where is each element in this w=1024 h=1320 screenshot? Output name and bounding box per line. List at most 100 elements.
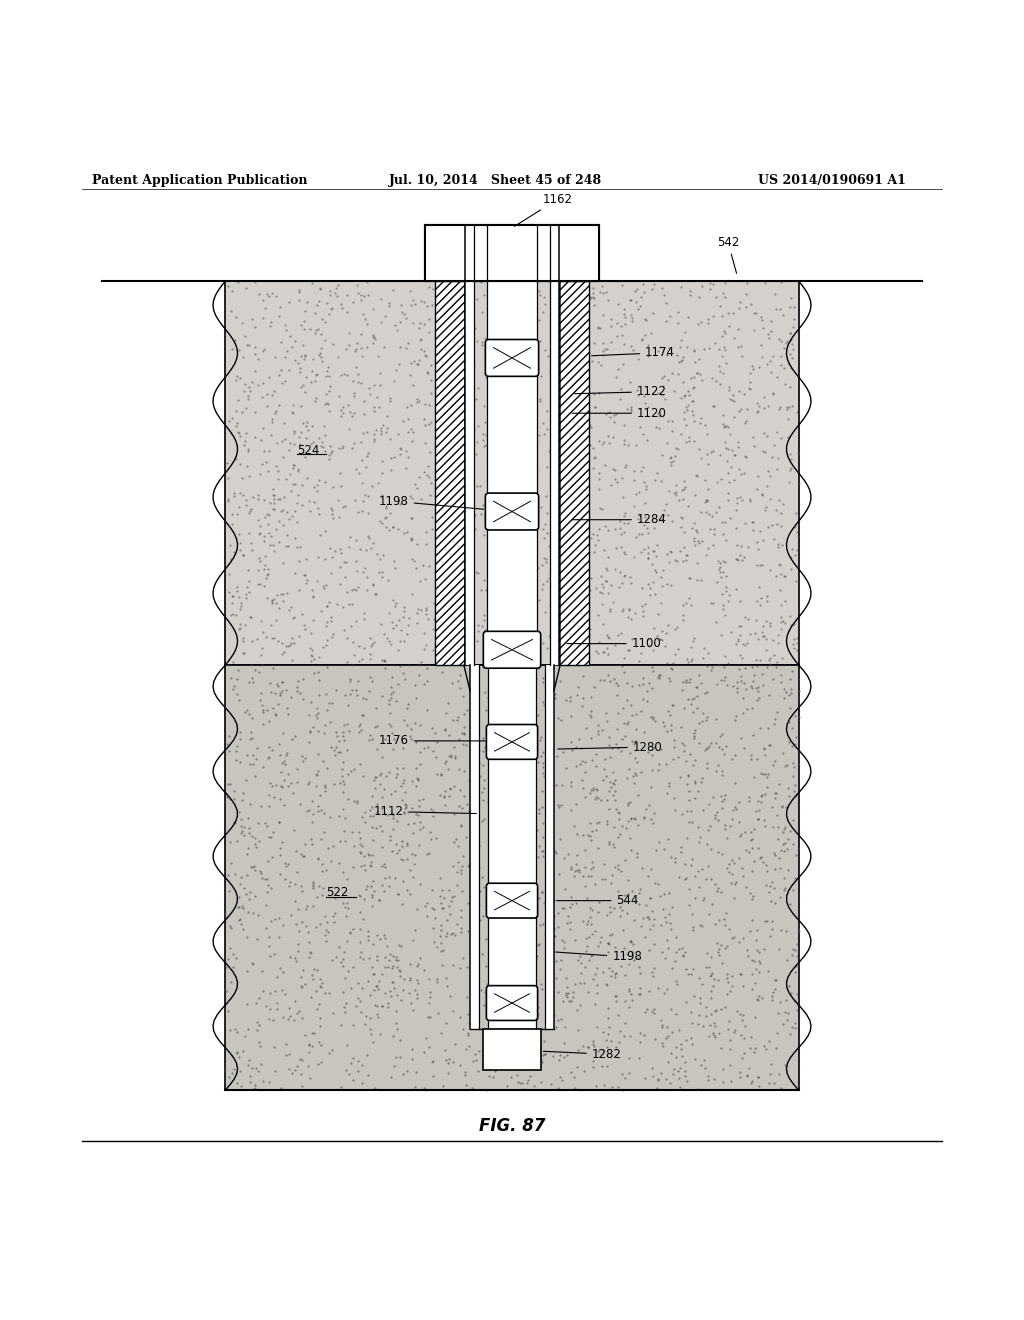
Point [577, 785, 593, 807]
Point [598, 570, 614, 591]
Point [698, 706, 715, 727]
Point [328, 737, 344, 758]
Point [572, 434, 589, 455]
Point [453, 523, 469, 544]
Point [514, 436, 530, 457]
Point [531, 280, 548, 301]
Point [534, 554, 550, 576]
Point [644, 279, 660, 300]
Point [422, 822, 438, 843]
Point [665, 1063, 681, 1084]
Point [628, 527, 644, 548]
Point [781, 1023, 798, 1044]
Point [645, 915, 662, 936]
Point [598, 560, 614, 581]
Point [689, 685, 706, 706]
Point [281, 508, 297, 529]
Point [722, 1030, 738, 1051]
Point [251, 661, 267, 682]
Point [435, 787, 452, 808]
Point [392, 1030, 409, 1051]
Point [733, 549, 750, 570]
Point [468, 1049, 484, 1071]
Point [465, 615, 481, 636]
Point [520, 610, 537, 631]
Point [777, 756, 794, 777]
Point [709, 612, 725, 634]
Point [738, 632, 755, 653]
Point [428, 649, 444, 671]
Bar [435, 281, 466, 665]
Point [742, 1072, 759, 1093]
Point [396, 770, 413, 791]
Point [696, 1049, 713, 1071]
Point [223, 339, 240, 360]
Point [248, 837, 264, 858]
Point [374, 462, 390, 483]
Point [447, 524, 464, 545]
Point [255, 622, 271, 643]
Point [686, 527, 702, 548]
Point [268, 705, 285, 726]
Point [645, 541, 662, 562]
Point [524, 929, 541, 950]
Point [591, 469, 607, 490]
Point [243, 729, 259, 750]
Point [766, 708, 782, 729]
Point [465, 510, 481, 531]
Point [271, 812, 288, 833]
Point [452, 677, 468, 698]
Point [506, 520, 522, 541]
Point [693, 370, 710, 391]
Point [666, 788, 682, 809]
Point [587, 535, 603, 556]
Point [281, 1008, 297, 1030]
Point [779, 397, 796, 418]
Point [769, 701, 785, 722]
Point [595, 333, 611, 354]
Point [566, 866, 583, 887]
Point [530, 310, 547, 331]
Point [294, 1007, 310, 1028]
Point [608, 537, 625, 558]
Point [749, 939, 765, 960]
Point [435, 1074, 452, 1096]
Point [354, 500, 371, 521]
Point [268, 993, 285, 1014]
Point [658, 911, 675, 932]
Point [790, 983, 806, 1005]
Point [689, 698, 706, 719]
Point [528, 565, 545, 586]
Point [380, 804, 396, 825]
Point [694, 276, 711, 297]
Point [486, 795, 503, 816]
Point [304, 1022, 321, 1043]
Point [364, 797, 380, 818]
Point [518, 781, 535, 803]
Point [264, 593, 281, 614]
Point [605, 762, 622, 783]
Point [718, 414, 734, 436]
Point [365, 870, 381, 891]
Point [305, 1023, 322, 1044]
Point [586, 541, 602, 562]
Point [540, 939, 556, 960]
Point [522, 544, 539, 565]
Point [528, 949, 545, 970]
Point [308, 917, 325, 939]
Point [279, 697, 295, 718]
Point [439, 351, 456, 372]
Point [453, 622, 469, 643]
Point [432, 541, 449, 562]
Point [431, 383, 447, 404]
Point [353, 372, 370, 393]
Point [535, 752, 551, 774]
Point [551, 405, 567, 426]
Point [552, 525, 568, 546]
Point [534, 882, 550, 903]
Point [453, 907, 469, 928]
Point [667, 799, 683, 820]
Point [224, 280, 241, 301]
Point [680, 395, 696, 416]
Point [686, 726, 702, 747]
